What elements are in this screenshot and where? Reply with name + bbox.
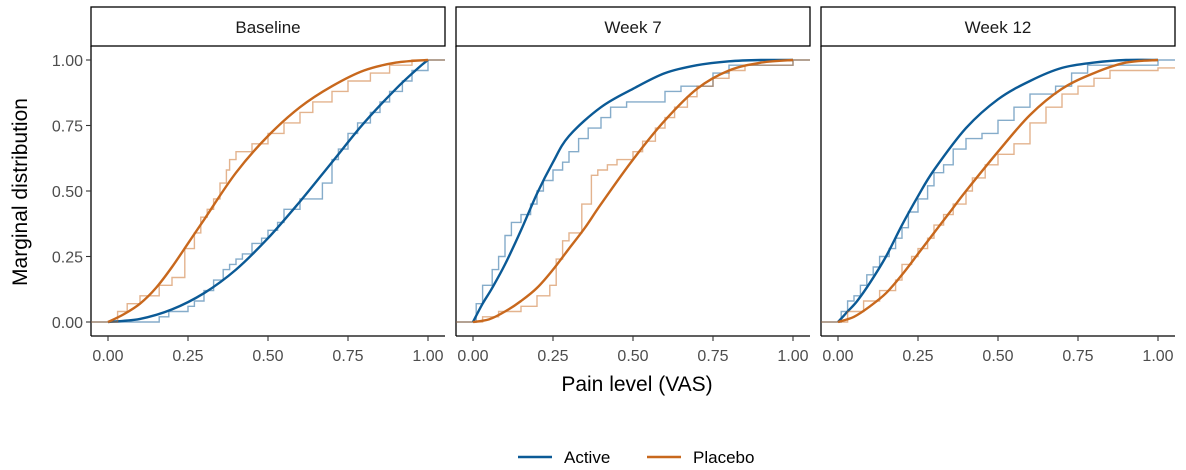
smooth-placebo bbox=[107, 58, 429, 324]
y-tick-label: 0.25 bbox=[52, 250, 83, 267]
ecdf-placebo bbox=[456, 59, 810, 323]
x-tick-label: 0.50 bbox=[252, 348, 283, 365]
x-tick-label: 0.75 bbox=[697, 348, 728, 365]
x-tick-label: 1.00 bbox=[412, 348, 443, 365]
ecdf-active bbox=[821, 59, 1175, 323]
x-tick-label: 0.25 bbox=[537, 348, 568, 365]
legend: Active Placebo bbox=[518, 448, 754, 467]
panel-0: Baseline 0.00 0.25 0.50 0.75 1.00 0.00 0.25 0.50… bbox=[52, 6, 446, 365]
legend-label-active: Active bbox=[564, 448, 610, 467]
panel-strip bbox=[455, 6, 811, 47]
panels: Baseline 0.00 0.25 0.50 0.75 1.00 0.00 0.25 0.50… bbox=[52, 6, 1176, 365]
ecdf-active bbox=[456, 59, 810, 323]
y-tick-label: 0.75 bbox=[52, 119, 83, 136]
panel-1: Week 7 0.00 0.25 0.50 0.75 1.00 bbox=[455, 6, 811, 365]
panel-title: Week 7 bbox=[604, 18, 661, 37]
smooth-placebo bbox=[472, 58, 794, 324]
y-tick-label: 0.00 bbox=[52, 315, 83, 332]
x-tick-label: 0.75 bbox=[1062, 348, 1093, 365]
panel-strip bbox=[820, 6, 1176, 47]
panel-title: Week 12 bbox=[965, 18, 1032, 37]
smooth-active bbox=[107, 59, 429, 324]
ecdf-placebo bbox=[91, 59, 445, 323]
panel-strip bbox=[90, 6, 446, 47]
x-tick-label: 0.25 bbox=[902, 348, 933, 365]
y-tick-label: 1.00 bbox=[52, 53, 83, 70]
y-axis-title: Marginal distribution bbox=[9, 98, 32, 286]
smooth-active bbox=[837, 58, 1159, 323]
y-tick-label: 0.50 bbox=[52, 184, 83, 201]
x-axis-title: Pain level (VAS) bbox=[561, 373, 712, 396]
x-tick-label: 0.25 bbox=[172, 348, 203, 365]
panel-2: Week 12 0.00 0.25 0.50 0.75 1.00 bbox=[820, 6, 1176, 365]
ecdf-placebo bbox=[821, 67, 1175, 323]
x-tick-label: 0.00 bbox=[92, 348, 123, 365]
x-tick-label: 0.50 bbox=[617, 348, 648, 365]
x-tick-label: 0.00 bbox=[822, 348, 853, 365]
x-tick-label: 0.00 bbox=[457, 348, 488, 365]
x-tick-label: 1.00 bbox=[777, 348, 808, 365]
x-tick-label: 1.00 bbox=[1142, 348, 1173, 365]
panel-title: Baseline bbox=[235, 18, 300, 37]
legend-label-placebo: Placebo bbox=[693, 448, 754, 467]
smooth-active bbox=[471, 58, 794, 323]
ecdf-active bbox=[91, 59, 445, 323]
x-tick-label: 0.75 bbox=[332, 348, 363, 365]
x-tick-label: 0.50 bbox=[982, 348, 1013, 365]
smooth-placebo bbox=[837, 58, 1159, 324]
